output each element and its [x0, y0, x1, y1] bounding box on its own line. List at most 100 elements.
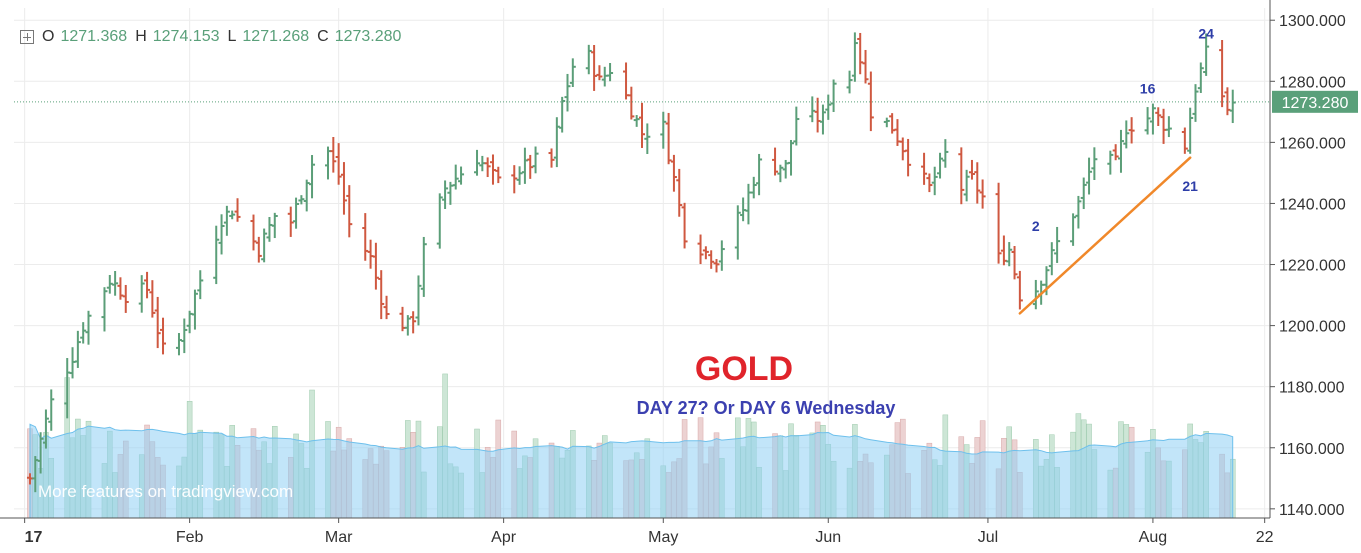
- ohlc-bar: [585, 44, 592, 75]
- ohlc-bar: [569, 58, 576, 87]
- ohlc-bar: [144, 271, 151, 299]
- ohlc-bar: [298, 195, 305, 205]
- ohlc-bar: [112, 270, 119, 296]
- ohlc-bar: [809, 96, 816, 123]
- ohlc-bar: [846, 70, 853, 94]
- ohlc-bar: [1048, 242, 1055, 276]
- ohlc-bar: [772, 147, 779, 176]
- y-tick-label: 1180.000: [1279, 380, 1345, 397]
- ohlc-bar: [489, 154, 496, 185]
- ohlc-bar: [564, 73, 571, 112]
- cycle-count-label: 2: [1032, 218, 1040, 234]
- ohlc-bar: [788, 139, 795, 176]
- ohlc-bar: [511, 165, 518, 194]
- ohlc-bar: [42, 409, 49, 449]
- ohlc-bar: [745, 183, 752, 225]
- y-tick-label: 1280.000: [1279, 74, 1346, 91]
- ohlc-bar: [85, 310, 92, 345]
- ohlc-bar: [702, 246, 709, 260]
- high-value: 1274.153: [152, 28, 220, 45]
- volume-layer: [27, 373, 1236, 519]
- ohlc-bar: [447, 181, 454, 205]
- ohlc-bar: [223, 205, 230, 236]
- ohlc-bar: [628, 86, 635, 120]
- cycle-count-label: 24: [1198, 26, 1214, 42]
- ohlc-bar: [1197, 62, 1204, 93]
- low-value: 1271.268: [242, 28, 310, 45]
- ohlc-bar: [80, 322, 87, 344]
- ohlc-bar: [937, 152, 944, 179]
- x-tick-label: May: [648, 529, 678, 546]
- ohlc-bar: [458, 166, 465, 185]
- close-label: C: [317, 28, 329, 45]
- ohlc-bar: [591, 45, 598, 91]
- x-tick-label: Jul: [978, 529, 998, 546]
- x-tick-label: Apr: [491, 529, 517, 546]
- last-price-tag: 1273.280: [1272, 90, 1358, 113]
- ohlc-bar: [154, 296, 161, 349]
- ohlc-bar: [287, 206, 294, 237]
- ohlc-bar: [255, 236, 262, 263]
- ohlc-legend: O 1271.368 H 1274.153 L 1271.268 C 1273.…: [20, 24, 401, 50]
- ohlc-bar: [548, 148, 555, 168]
- ohlc-bar: [1203, 33, 1210, 76]
- ohlc-bar: [1229, 89, 1236, 124]
- ohlc-bar: [1224, 87, 1231, 116]
- open-label: O: [42, 28, 55, 45]
- ohlc-bar: [862, 49, 869, 84]
- ohlc-bar: [1187, 107, 1194, 154]
- ohlc-bar: [740, 197, 747, 222]
- ohlc-bar: [942, 139, 949, 168]
- ohlc-bar: [340, 162, 347, 215]
- ohlc-bar: [229, 210, 236, 220]
- ohlc-bar: [883, 117, 890, 128]
- ohlc-bar: [1032, 279, 1039, 310]
- ohlc-bar: [521, 147, 528, 184]
- y-tick-label: 1240.000: [1279, 196, 1346, 213]
- ohlc-bar: [138, 275, 145, 313]
- cycle-count-label: 16: [1140, 81, 1156, 97]
- ohlc-bar: [1181, 127, 1188, 154]
- ohlc-bar: [670, 154, 677, 192]
- ohlc-bar: [48, 389, 55, 431]
- ohlc-bar: [1107, 150, 1114, 175]
- ohlc-bar: [191, 289, 198, 330]
- ohlc-bar: [995, 182, 1002, 264]
- ohlc-bar: [37, 432, 44, 474]
- ohlc-bar: [325, 146, 331, 180]
- ohlc-bar: [899, 137, 906, 161]
- ohlc-bar: [644, 123, 651, 155]
- ohlc-bar: [106, 274, 113, 294]
- ohlc-bar: [681, 202, 688, 249]
- ohlc-bar: [553, 117, 560, 168]
- ohlc-bar: [271, 212, 278, 239]
- ohlc-bar: [1016, 270, 1023, 310]
- last-price-tag-box: [1272, 90, 1358, 113]
- high-label: H: [135, 28, 147, 45]
- chart-subtitle: DAY 27? Or DAY 6 Wednesday: [637, 398, 896, 418]
- ohlc-bar: [410, 311, 417, 334]
- ohlc-bar: [1070, 213, 1077, 246]
- ohlc-bar: [931, 166, 938, 196]
- ohlc-bar: [926, 173, 933, 193]
- plus-box-icon[interactable]: [20, 30, 34, 44]
- ohlc-bar: [639, 102, 645, 148]
- ohlc-bar: [713, 259, 720, 273]
- ohlc-bar: [596, 65, 603, 81]
- ohlc-bar: [559, 96, 566, 133]
- ohlc-bar: [452, 164, 459, 190]
- y-tick-label: 1160.000: [1279, 441, 1345, 458]
- ohlc-bar: [399, 306, 406, 332]
- ohlc-bar: [186, 310, 193, 334]
- ohlc-bar: [527, 154, 534, 179]
- ohlc-bar: [415, 275, 422, 326]
- ohlc-bar: [777, 164, 784, 183]
- cycle-count-label: 21: [1182, 178, 1198, 194]
- x-tick-label: Aug: [1139, 529, 1167, 546]
- ohlc-bar: [974, 162, 981, 204]
- ohlc-bar: [665, 112, 672, 165]
- ohlc-bar: [607, 62, 614, 82]
- ohlc-bar: [660, 111, 667, 149]
